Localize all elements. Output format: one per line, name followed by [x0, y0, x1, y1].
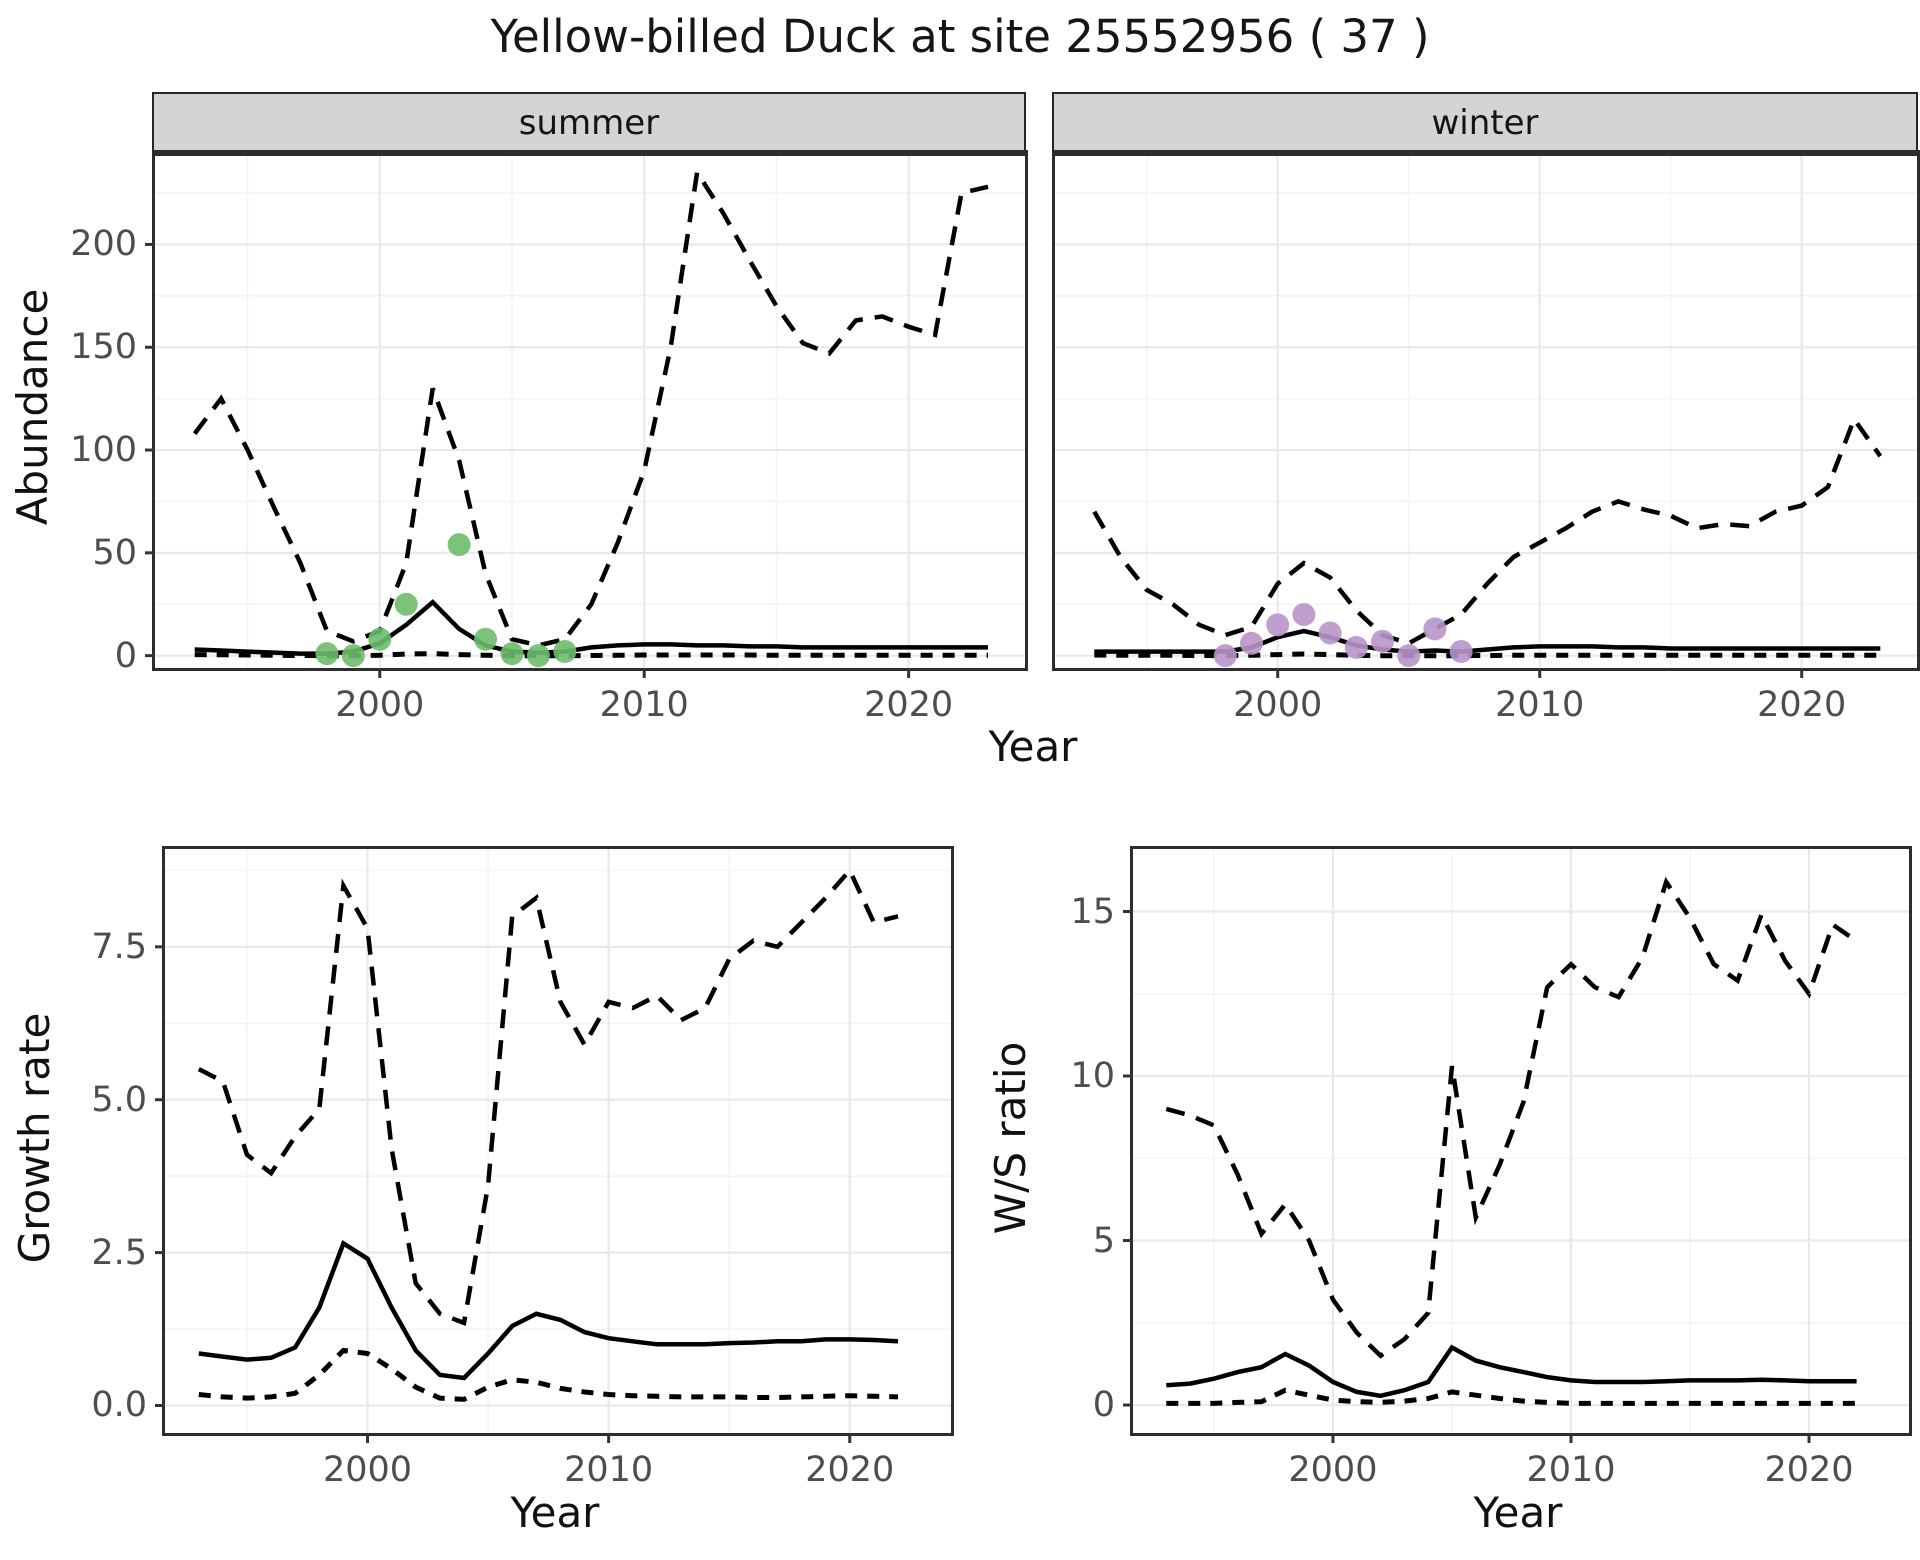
series-model_fit: [198, 1240, 899, 1381]
axis-tick-label: 200: [70, 224, 137, 265]
axis-tick-label: 10: [1070, 1056, 1115, 1097]
axis-tick-label: 2020: [1764, 1450, 1854, 1490]
observation-point: [526, 644, 550, 668]
axis-tick-label: 2010: [1495, 685, 1585, 725]
axis-tick-label: 0: [114, 635, 137, 676]
series-upper_ci: [1092, 414, 1883, 646]
axis-tick-label: 7.5: [91, 926, 147, 967]
axis-tick-label: 0: [1092, 1385, 1115, 1426]
axis-tick-label: 2000: [322, 1450, 413, 1490]
observation-point: [474, 627, 498, 651]
observation-point: [500, 642, 524, 666]
x-axis-title-year-top: Year: [988, 722, 1078, 771]
series-upper_ci: [192, 166, 989, 648]
series-lower_ci: [1166, 1387, 1857, 1406]
observation-point: [1292, 603, 1316, 627]
observation-point: [1266, 613, 1290, 637]
axis-tick-label: 15: [1070, 891, 1115, 932]
observation-point: [553, 640, 577, 664]
observation-point: [1240, 631, 1264, 655]
axis-tick-label: 150: [70, 327, 137, 368]
figure-title: Yellow-billed Duck at site 25552956 ( 37…: [490, 10, 1430, 63]
chart-canvas-abundance_winter: [1055, 156, 1917, 678]
axis-tick-label: 2020: [805, 1450, 895, 1490]
series-upper_ci: [1165, 876, 1858, 1359]
observation-point: [1318, 621, 1342, 645]
facet-strip-winter: winter: [1052, 92, 1918, 152]
axis-tick-label: 2020: [864, 685, 954, 725]
axis-tick-label: 2010: [1526, 1450, 1616, 1490]
observation-point: [447, 533, 471, 557]
observation-point: [1371, 629, 1395, 653]
axis-tick-label: 2010: [599, 685, 689, 725]
axis-tick-label: 2.5: [91, 1232, 147, 1273]
observation-point: [341, 644, 365, 668]
x-axis-title-year-ws: Year: [1473, 1488, 1563, 1537]
observation-point: [315, 642, 339, 666]
observation-point: [1449, 640, 1473, 664]
axis-tick-label: 2000: [335, 685, 425, 725]
axis-tick-label: 100: [70, 430, 137, 471]
axis-tick-label: 50: [92, 532, 137, 573]
axis-tick-label: 2020: [1757, 685, 1847, 725]
panel-abundance-winter: [1052, 150, 1920, 678]
y-axis-title-ws-ratio: W/S ratio: [986, 1041, 1035, 1235]
facet-strip-summer: summer: [152, 92, 1026, 152]
axis-tick-label: 5: [1092, 1220, 1115, 1261]
observation-point: [394, 592, 418, 616]
axis-tick-label: 5.0: [91, 1079, 147, 1120]
chart-canvas-growth_rate: [155, 849, 951, 1443]
series-model_fit: [1094, 628, 1881, 654]
y-axis-title-growth-rate: Growth rate: [10, 1012, 59, 1264]
observation-point: [1423, 617, 1447, 641]
panel-ws-ratio: [1123, 846, 1912, 1443]
chart-canvas-ws_ratio: [1123, 849, 1909, 1443]
series-model_fit: [194, 599, 988, 656]
observation-point: [1397, 644, 1421, 668]
panel-growth-rate: [155, 846, 954, 1443]
axis-tick-label: 2000: [1288, 1450, 1378, 1490]
panel-abundance-summer: [145, 150, 1028, 678]
facet-strip-summer-label: summer: [518, 103, 660, 143]
axis-tick-label: 2000: [1233, 685, 1323, 725]
series-model_fit: [1166, 1344, 1857, 1399]
observation-point: [1344, 635, 1368, 659]
x-axis-title-year-growth: Year: [510, 1488, 600, 1537]
axis-tick-label: 0.0: [91, 1385, 147, 1426]
chart-canvas-abundance_summer: [145, 156, 1025, 678]
observation-point: [368, 627, 392, 651]
series-upper_ci: [197, 866, 899, 1326]
facet-strip-winter-label: winter: [1431, 103, 1539, 143]
axis-tick-label: 2010: [564, 1450, 654, 1490]
series-lower_ci: [198, 1347, 899, 1402]
observation-point: [1213, 644, 1237, 668]
